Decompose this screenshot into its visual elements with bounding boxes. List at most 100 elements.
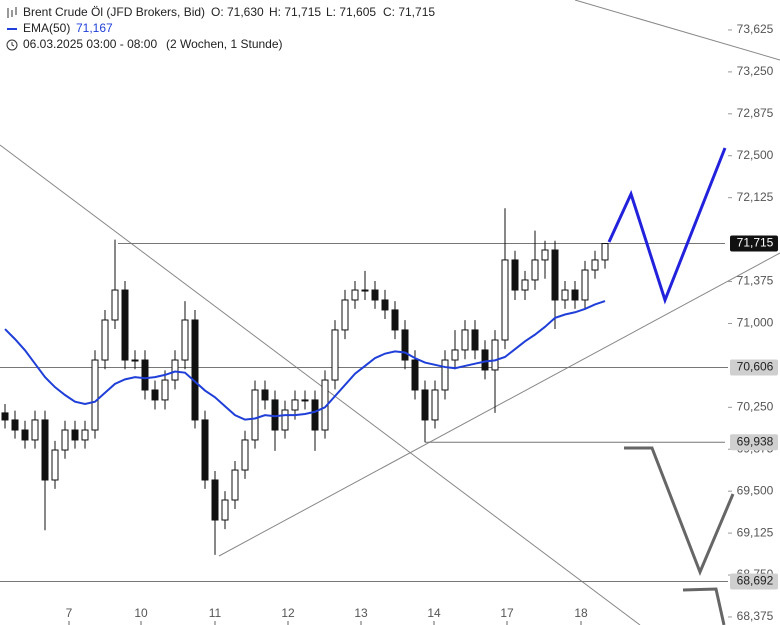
candle-body xyxy=(361,289,369,292)
ohlc-open: O: 71,630 xyxy=(211,5,264,19)
projection-arrow xyxy=(682,587,726,625)
candle-body xyxy=(481,349,489,371)
y-tick-label: 68,375 xyxy=(737,609,774,623)
candle-body xyxy=(11,419,19,431)
candle-body xyxy=(381,299,389,311)
candle-body xyxy=(441,359,449,391)
clock-hand xyxy=(11,42,15,47)
y-tick-label: 71,375 xyxy=(737,274,774,288)
candle-body xyxy=(431,389,439,421)
price-badge xyxy=(730,235,778,252)
candle-body xyxy=(591,259,599,271)
price-badge-label: 70,606 xyxy=(737,360,774,374)
x-tick-label: 10 xyxy=(134,606,148,620)
candle-body xyxy=(231,469,239,501)
y-tick-label: 72,500 xyxy=(737,148,774,162)
date-range: 06.03.2025 03:00 - 08:00 xyxy=(23,37,157,51)
candle-body xyxy=(71,429,79,441)
candle-body xyxy=(81,429,89,441)
bars-icon xyxy=(7,7,17,18)
candle-body xyxy=(581,269,589,301)
candle-body xyxy=(341,299,349,331)
candle-body xyxy=(401,329,409,361)
candles xyxy=(1,208,609,555)
y-tick-label: 69,500 xyxy=(737,483,774,497)
candle-body xyxy=(601,243,609,261)
candle-body xyxy=(301,399,309,402)
candle-body xyxy=(261,389,269,401)
candle-body xyxy=(111,289,119,321)
candle-body xyxy=(491,339,499,371)
candle-body xyxy=(201,419,209,481)
y-tick-label: 69,125 xyxy=(737,525,774,539)
price-badge-label: 71,715 xyxy=(737,236,774,250)
ohlc-close: C: 71,715 xyxy=(383,5,435,19)
price-badge xyxy=(730,573,778,590)
candle-body xyxy=(121,289,129,361)
candle-body xyxy=(461,329,469,351)
candle-body xyxy=(501,259,509,341)
candle-body xyxy=(411,359,419,391)
x-tick-label: 18 xyxy=(574,606,588,620)
candle-body xyxy=(391,309,399,331)
candle-body xyxy=(171,359,179,381)
candle-body xyxy=(561,289,569,301)
candle-body xyxy=(281,409,289,431)
y-tick-label: 73,625 xyxy=(737,22,774,36)
price-badges: 71,715 70,606 69,938 68,692 xyxy=(730,235,778,590)
price-badge xyxy=(730,434,778,451)
candle-body xyxy=(531,259,539,281)
y-tick-label: 71,000 xyxy=(737,316,774,330)
x-tick-label: 17 xyxy=(500,606,514,620)
y-tick-label: 73,250 xyxy=(737,64,774,78)
candle-body xyxy=(251,389,259,441)
trend-line xyxy=(218,252,780,557)
candle-body xyxy=(51,449,59,481)
y-tick-label: 70,250 xyxy=(737,399,774,413)
y-tick-label: 72,875 xyxy=(737,106,774,120)
candle-body xyxy=(101,319,109,361)
candle-body xyxy=(271,399,279,431)
candle-body xyxy=(311,399,319,431)
projection-arrow xyxy=(624,446,735,576)
clock-icon xyxy=(6,39,18,51)
x-tick-label: 11 xyxy=(209,606,222,620)
legend-value: 71,167 xyxy=(76,21,113,35)
candle-body xyxy=(141,359,149,391)
x-tick-label: 14 xyxy=(427,606,441,620)
candle-body xyxy=(371,289,379,301)
ohlc-low: L: 71,605 xyxy=(326,5,376,19)
candle-body xyxy=(131,359,139,362)
candle-body xyxy=(181,319,189,361)
candle-body xyxy=(91,359,99,431)
candle-body xyxy=(541,249,549,261)
legend-name: EMA(50) xyxy=(23,21,70,35)
time-axis: 7 10 11 12 13 14 17 18 xyxy=(66,606,588,625)
candle-body xyxy=(211,479,219,521)
projection-arrow xyxy=(607,147,727,305)
y-tick-label: 72,125 xyxy=(737,190,774,204)
candle-body xyxy=(191,319,199,421)
candle-body xyxy=(151,389,159,401)
candle-body xyxy=(451,349,459,361)
candle-body xyxy=(421,389,429,421)
candle-body xyxy=(161,379,169,401)
candle-body xyxy=(351,289,359,301)
x-tick-label: 7 xyxy=(66,606,73,620)
trend-line xyxy=(574,0,780,61)
header: Brent Crude Öl (JFD Brokers, Bid) O: 71,… xyxy=(6,5,435,51)
candle-body xyxy=(471,329,479,351)
candle-body xyxy=(331,329,339,381)
ema xyxy=(4,300,606,421)
candle-body xyxy=(31,419,39,441)
candle-body xyxy=(521,279,529,291)
candle-body xyxy=(1,412,9,421)
candle-body xyxy=(221,499,229,521)
trend-line xyxy=(0,144,641,625)
ema-line xyxy=(4,300,606,421)
candle-body xyxy=(41,419,49,481)
price-badge xyxy=(730,359,778,376)
